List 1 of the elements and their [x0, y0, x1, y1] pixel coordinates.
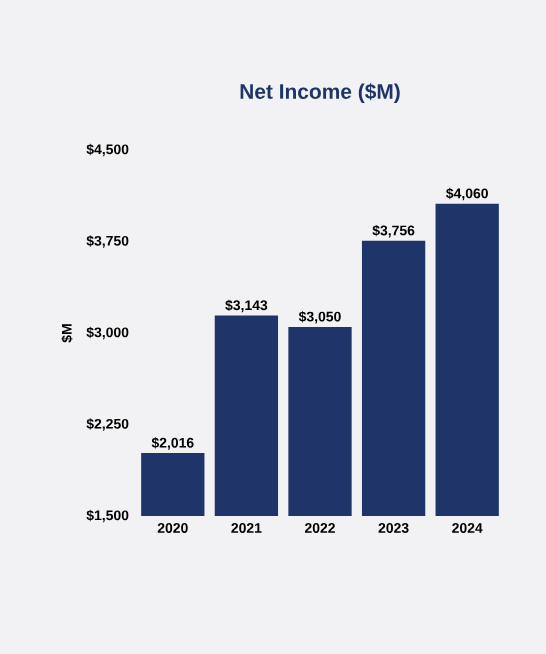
- chart-title: Net Income ($M): [240, 83, 400, 104]
